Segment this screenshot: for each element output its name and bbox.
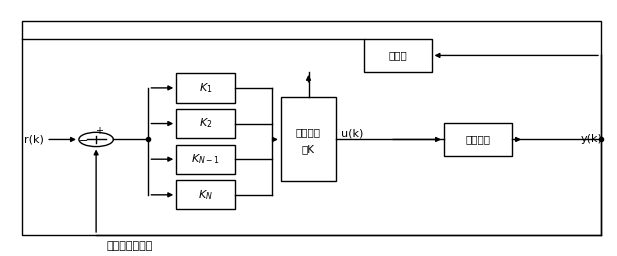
Text: $K_{N-1}$: $K_{N-1}$ [191, 152, 220, 166]
Bar [22, 21, 601, 235]
Text: r(k): r(k) [24, 134, 44, 144]
Text: $K_2$: $K_2$ [199, 117, 212, 131]
Text: $K_N$: $K_N$ [198, 188, 213, 202]
Bar [281, 98, 336, 182]
Text: 选择控制: 选择控制 [296, 127, 321, 137]
Bar [444, 123, 511, 156]
Text: $K_1$: $K_1$ [199, 81, 212, 95]
Text: u(k): u(k) [341, 128, 363, 138]
Text: +: + [94, 125, 102, 135]
Bar [176, 145, 234, 174]
Text: −: − [78, 136, 88, 146]
Text: 监视器: 监视器 [388, 50, 407, 60]
Bar [176, 109, 234, 138]
Text: y(k): y(k) [581, 134, 602, 144]
Bar [176, 180, 234, 209]
Bar [364, 39, 432, 72]
Text: 被控对象: 被控对象 [465, 134, 491, 144]
Bar [176, 73, 234, 103]
Text: 器K: 器K [302, 145, 315, 155]
Text: 候选控制器集合: 候选控制器集合 [107, 241, 153, 251]
